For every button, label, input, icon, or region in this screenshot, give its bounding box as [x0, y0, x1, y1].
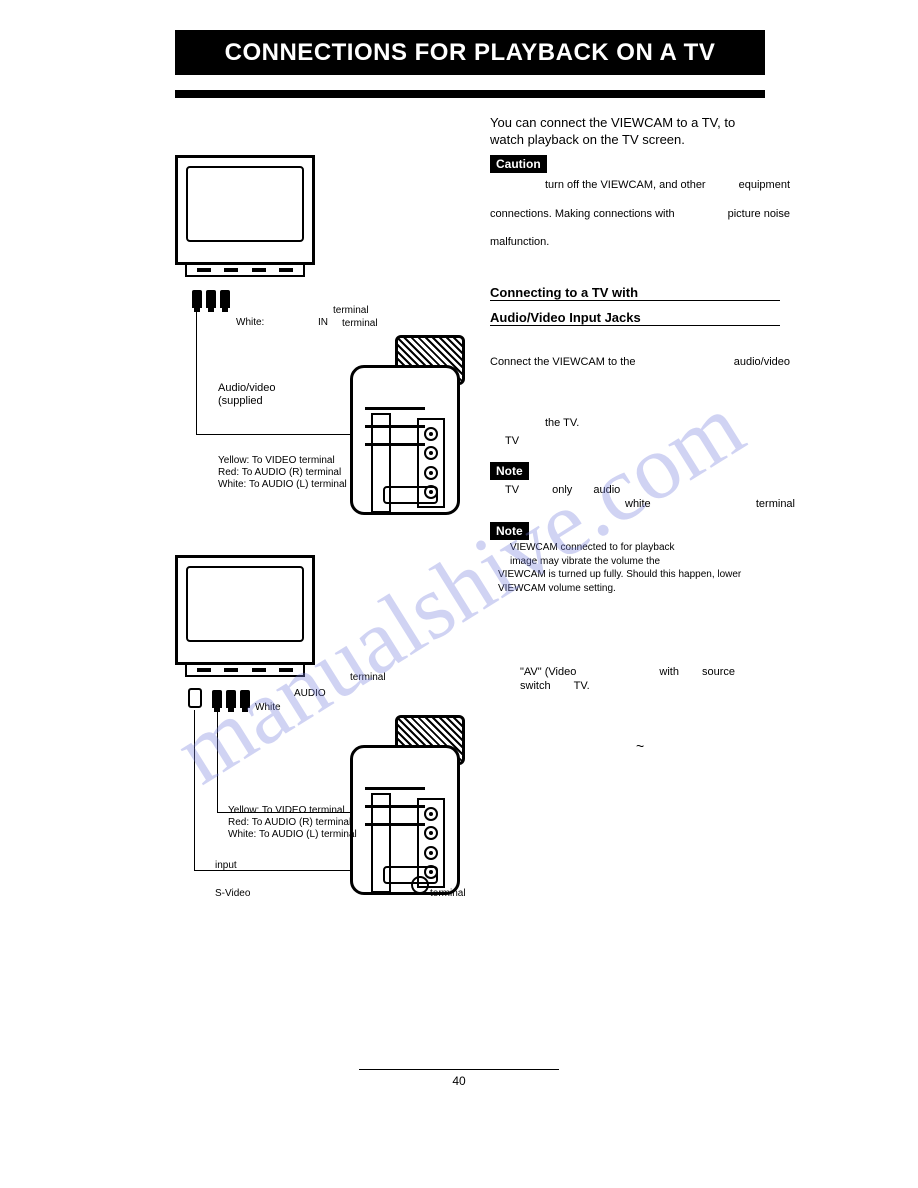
d2-terminal-bot: terminal — [430, 888, 466, 900]
avl1c: source — [702, 666, 735, 678]
d1-term1: terminal — [333, 305, 369, 317]
title-banner: CONNECTIONS FOR PLAYBACK ON A TV — [175, 30, 765, 75]
d2-wire-av-v — [217, 712, 218, 812]
d2-plug1 — [365, 787, 425, 790]
d2-plug2 — [365, 805, 425, 808]
caution-badge: Caution — [490, 155, 547, 173]
d1-term2: terminal — [342, 318, 378, 330]
avl2a: switch — [520, 680, 551, 692]
d1-plug3 — [365, 443, 425, 446]
note2-badge: Note — [490, 522, 529, 540]
d1-tv-jacks — [192, 290, 230, 308]
avl2b: TV. — [574, 680, 590, 692]
avl1b: with — [659, 666, 679, 678]
diagram1-cam — [340, 335, 470, 525]
n1l2a: white — [625, 498, 651, 510]
intro-l2: watch playback on the TV screen. — [490, 132, 685, 147]
diagram1-tv — [175, 155, 315, 277]
avl1a: "AV" (Video — [520, 666, 576, 678]
d1-wire-v — [196, 312, 197, 434]
n1l1a: TV — [505, 484, 519, 496]
caution-p2: connections. Making connections with — [490, 208, 675, 220]
caution-p3: picture noise — [728, 207, 790, 221]
note1-body: TV only audio white terminal — [505, 483, 795, 512]
caution-p1b: equipment — [739, 178, 790, 192]
d2-terminal-top: terminal — [350, 672, 386, 684]
d1-cam-yellow: Yellow: To VIDEO terminal — [218, 455, 335, 467]
d1-in-lbl: IN — [318, 317, 328, 329]
d2-input: input — [215, 860, 237, 872]
diagram2-cam — [340, 715, 470, 905]
d1-plug2 — [365, 425, 425, 428]
d1-cable2: (supplied — [218, 395, 263, 408]
n1l2b: terminal — [756, 497, 795, 511]
page-number: 40 — [359, 1069, 559, 1088]
intro-text: You can connect the VIEWCAM to a TV, to … — [490, 115, 780, 149]
title-underline — [175, 90, 765, 98]
s1b1a: Connect the VIEWCAM to the — [490, 356, 636, 368]
d1-cam-white: White: To AUDIO (L) terminal — [218, 479, 347, 491]
page-title: CONNECTIONS FOR PLAYBACK ON A TV — [225, 39, 716, 67]
d2-cam-yellow: Yellow: To VIDEO terminal — [228, 805, 345, 817]
d2-svideo-jack — [188, 688, 202, 708]
s1b1b: audio/video — [734, 355, 790, 369]
n1l1c: audio — [593, 484, 620, 496]
tilde-mark: ~ — [636, 738, 644, 754]
section1-h2: Audio/Video Input Jacks — [490, 310, 641, 327]
d1-cable1: Audio/video — [218, 382, 276, 395]
n2l4: VIEWCAM volume setting. — [498, 583, 616, 594]
section1-body: Connect the VIEWCAM to the audio/video — [490, 355, 790, 369]
av-text: "AV" (Video with source switch TV. — [520, 665, 800, 694]
note2-body: VIEWCAM connected to for playback image … — [498, 541, 798, 595]
d1-cam-red: Red: To AUDIO (R) terminal — [218, 467, 341, 479]
n1l1b: only — [552, 484, 572, 496]
d2-cam-red: Red: To AUDIO (R) terminal — [228, 817, 351, 829]
d2-plug3 — [365, 823, 425, 826]
d1-white-lbl: White: — [236, 317, 264, 329]
d2-cam-white: White: To AUDIO (L) terminal — [228, 829, 357, 841]
n2l2: image may vibrate the volume the — [510, 556, 660, 567]
d2-white: White — [255, 702, 281, 714]
n2l1: VIEWCAM connected to for playback — [510, 542, 675, 553]
d2-tv-jacks — [212, 690, 250, 708]
caution-body: xxxxxxxxxxturn off the VIEWCAM, and othe… — [490, 178, 790, 249]
intro-l1: You can connect the VIEWCAM to a TV, to — [490, 115, 735, 130]
diagram2-tv — [175, 555, 315, 677]
s1b2: the TV. — [545, 416, 579, 430]
d2-wire-sv-v — [194, 710, 195, 870]
caution-p4: malfunction. — [490, 236, 549, 248]
n2l3: VIEWCAM is turned up fully. Should this … — [498, 569, 741, 580]
note1-badge: Note — [490, 462, 529, 480]
section1-h1: Connecting to a TV with — [490, 285, 638, 302]
s1b3: TV — [505, 434, 519, 448]
caution-p1a: turn off the VIEWCAM, and other — [545, 179, 706, 191]
d2-svideo: S-Video — [215, 888, 250, 900]
d1-plug1 — [365, 407, 425, 410]
d2-audio: AUDIO — [294, 688, 326, 700]
